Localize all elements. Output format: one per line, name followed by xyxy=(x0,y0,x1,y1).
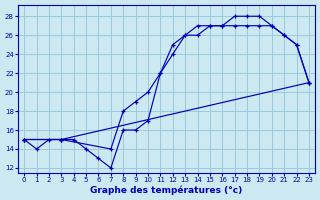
X-axis label: Graphe des températures (°c): Graphe des températures (°c) xyxy=(91,186,243,195)
